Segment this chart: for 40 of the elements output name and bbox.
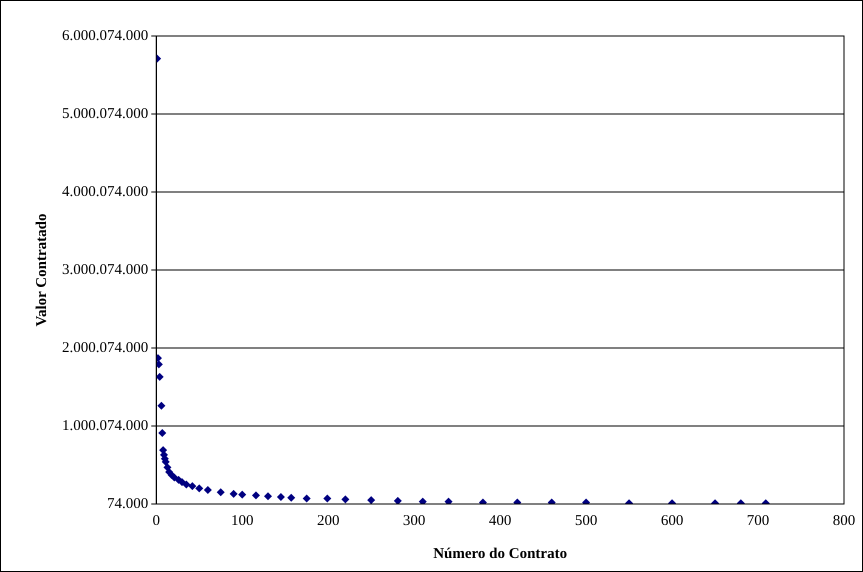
x-tick-label: 600 — [660, 512, 684, 529]
point — [367, 496, 376, 504]
point — [156, 372, 164, 381]
point — [287, 494, 296, 502]
point — [195, 484, 204, 492]
point — [158, 429, 166, 438]
point — [216, 488, 225, 496]
y-axis-title: Valor Contratado — [34, 214, 50, 326]
point — [156, 360, 163, 368]
x-axis-title: Número do Contrato — [433, 546, 568, 562]
x-tick-label: 0 — [152, 512, 160, 529]
point — [302, 494, 311, 503]
point — [182, 480, 190, 489]
point — [157, 402, 166, 410]
point — [444, 498, 453, 504]
y-tick-label: 4.000.074.000 — [62, 184, 148, 200]
y-tick-label: 3.000.074.000 — [62, 262, 148, 278]
point — [264, 492, 272, 500]
point — [188, 482, 196, 490]
y-tick-label: 5.000.074.000 — [62, 106, 148, 122]
point — [323, 494, 332, 503]
y-tick-label: 2.000.074.000 — [62, 340, 148, 356]
x-tick-label: 100 — [230, 512, 254, 529]
x-tick-label: 200 — [316, 512, 340, 529]
x-tick-label: 700 — [746, 512, 770, 529]
point — [252, 491, 260, 500]
x-tick-label: 300 — [402, 512, 426, 529]
point — [204, 486, 212, 494]
point — [230, 490, 238, 498]
x-tick-label: 800 — [832, 512, 856, 529]
point — [418, 498, 427, 504]
y-tick-label: 6.000.074.000 — [62, 28, 148, 44]
y-tick-label: 1.000.074.000 — [62, 418, 148, 434]
point — [341, 495, 350, 504]
point — [394, 496, 402, 504]
point — [276, 492, 285, 501]
point — [238, 490, 246, 499]
x-tick-label: 500 — [574, 512, 598, 529]
y-tick-label: 74.000 — [107, 496, 148, 512]
x-tick-label: 400 — [488, 512, 512, 529]
